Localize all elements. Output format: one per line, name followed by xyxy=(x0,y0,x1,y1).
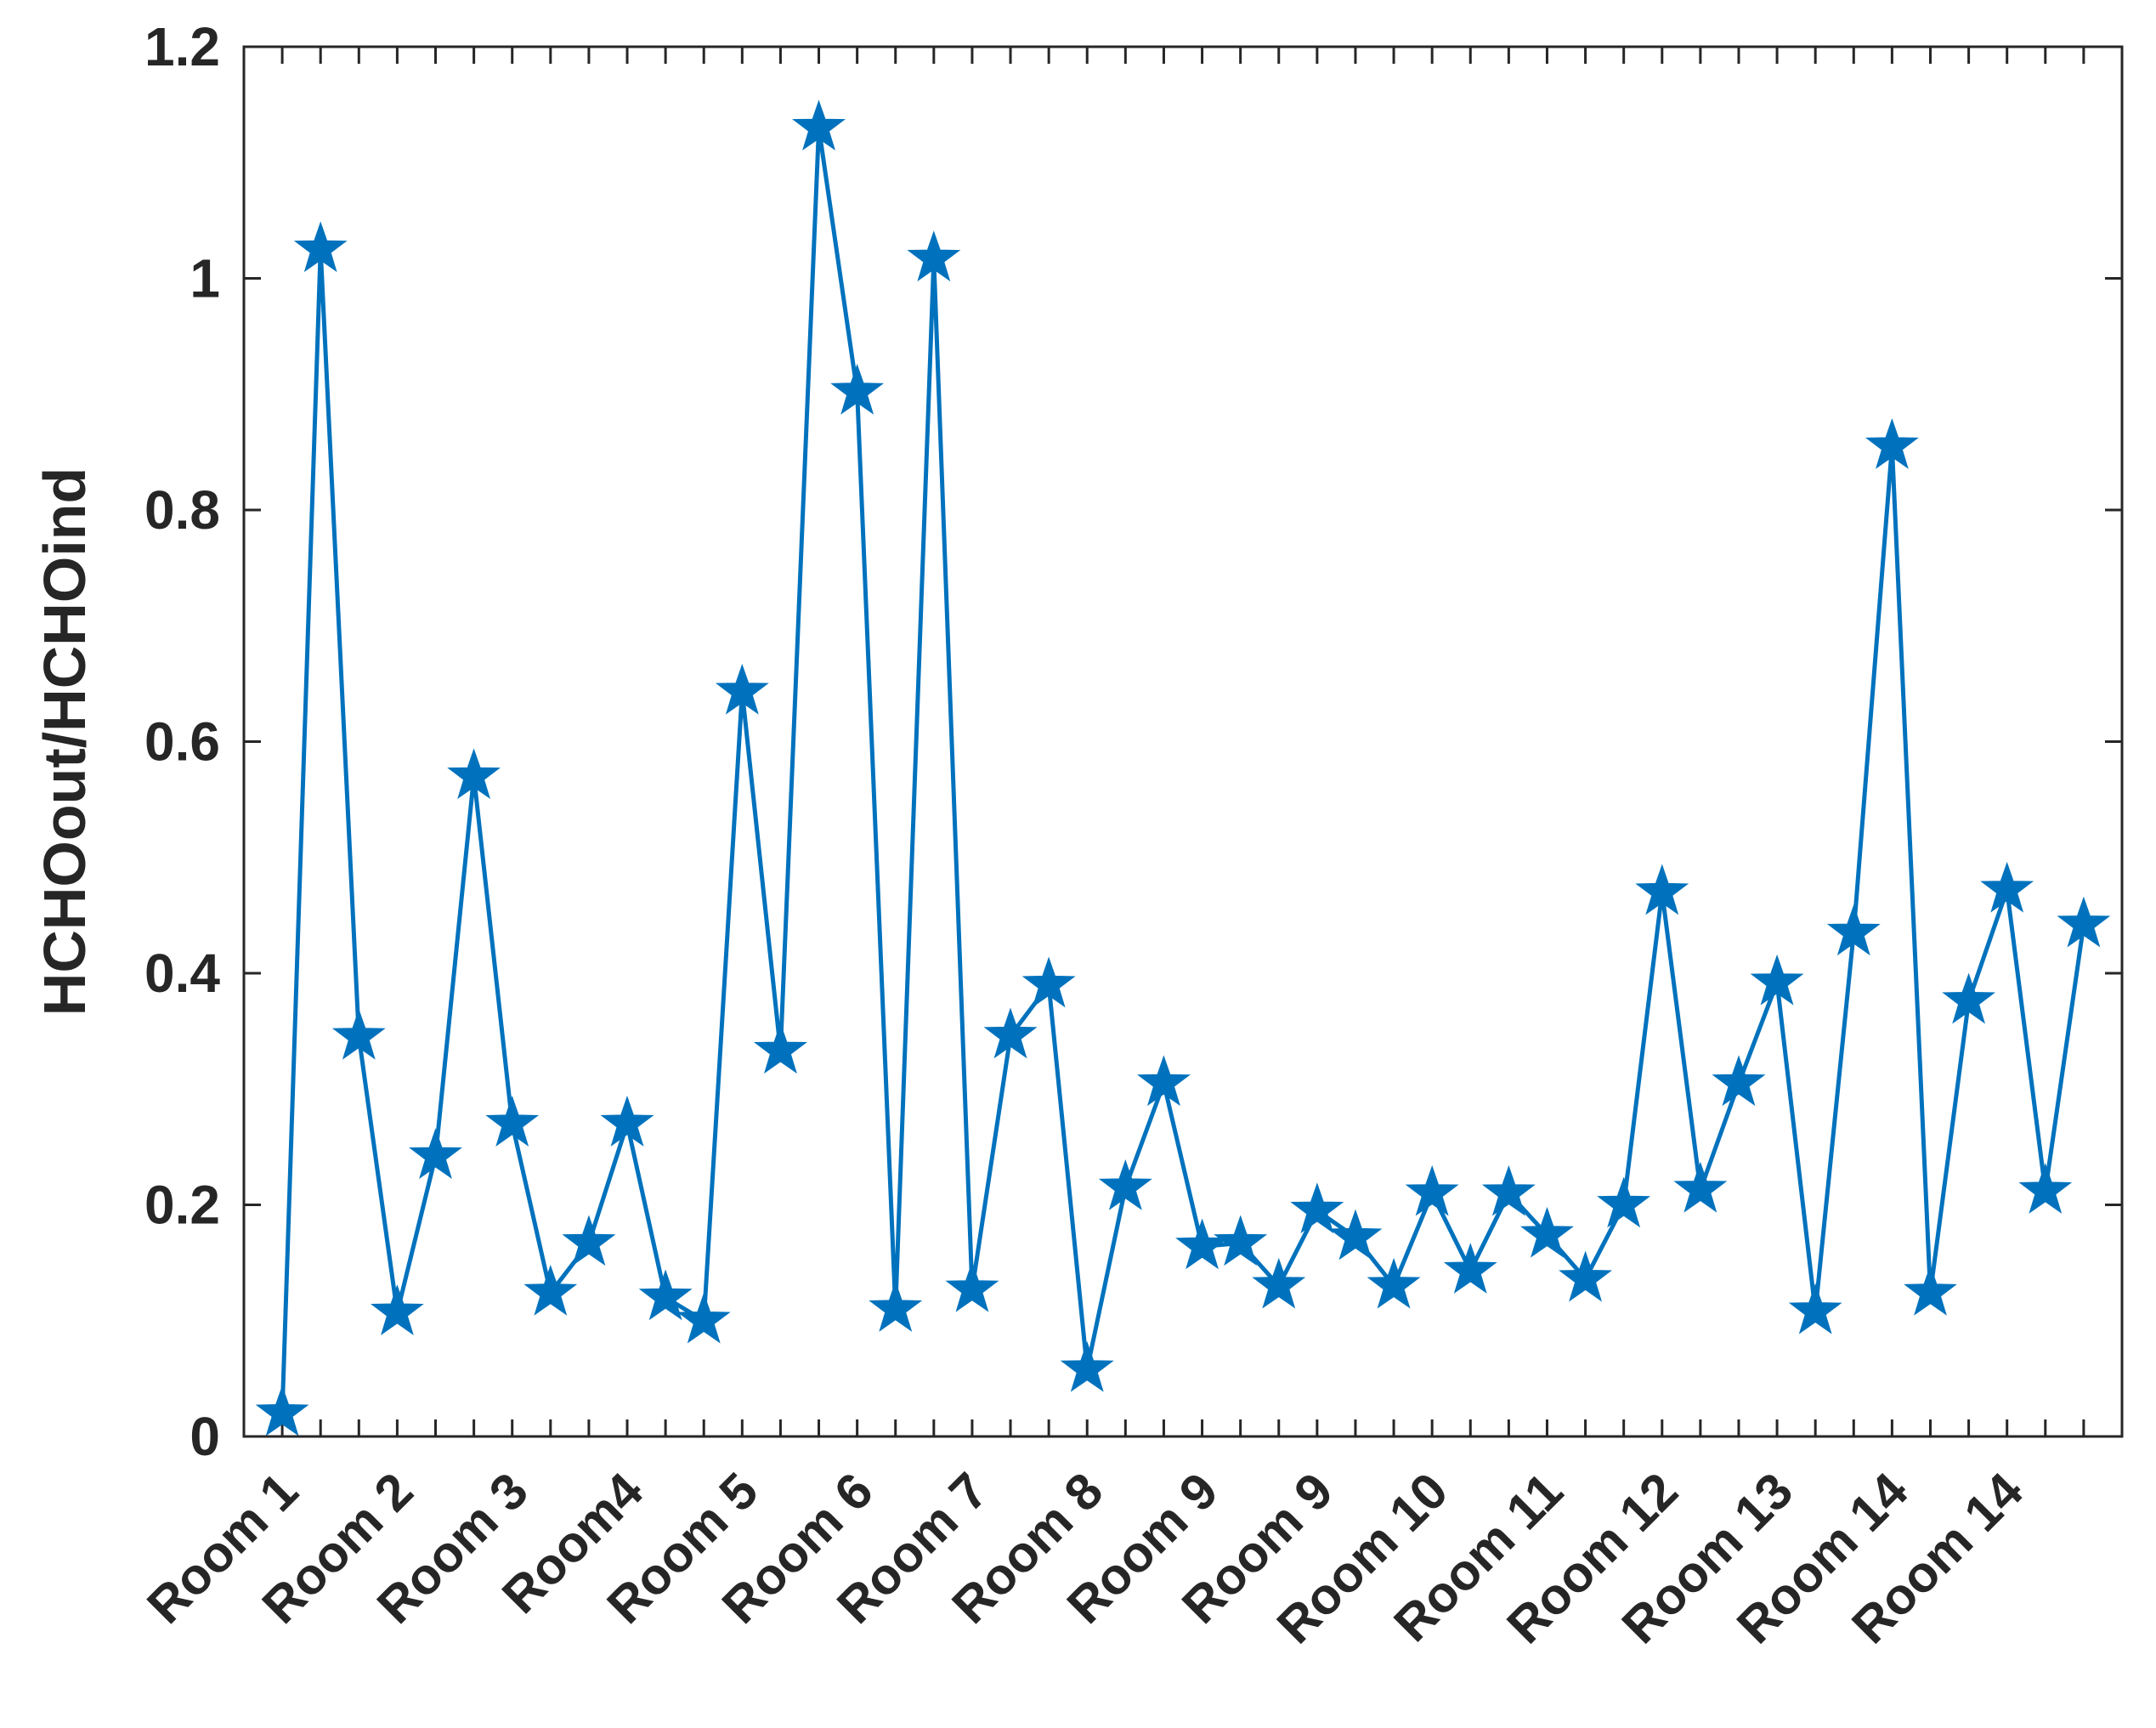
data-point-star xyxy=(983,1007,1038,1059)
data-point-star xyxy=(1519,1206,1574,1258)
data-point-star xyxy=(371,1284,424,1335)
data-point-star xyxy=(754,1023,807,1074)
data-point-star xyxy=(1559,1250,1612,1302)
data-point-star xyxy=(1865,418,1919,469)
data-point-star xyxy=(1673,1161,1728,1213)
data-point-star xyxy=(638,1269,693,1321)
data-point-star xyxy=(1098,1159,1152,1210)
y-tick-label: 0.6 xyxy=(144,711,220,773)
data-point-star xyxy=(2018,1163,2073,1214)
data-point-star xyxy=(1443,1243,1497,1294)
data-point-star xyxy=(869,1281,923,1332)
data-point-star xyxy=(1021,956,1076,1008)
data-point-star xyxy=(1137,1055,1191,1107)
data-point-star xyxy=(562,1215,616,1266)
data-point-star xyxy=(830,363,885,415)
data-point-star xyxy=(676,1292,731,1344)
data-point-star xyxy=(523,1264,578,1316)
y-tick-label: 0.2 xyxy=(144,1175,220,1236)
series-layer xyxy=(255,99,2111,1436)
data-point-star xyxy=(1175,1218,1229,1270)
data-point-star xyxy=(792,99,846,151)
data-point-star xyxy=(907,230,961,282)
data-point-star xyxy=(1750,954,1804,1006)
data-point-star xyxy=(1290,1182,1344,1234)
data-point-star xyxy=(2057,896,2111,948)
y-tick-label: 0.4 xyxy=(144,943,220,1004)
y-axis-label: HCHOout/HCHOind xyxy=(31,467,98,1016)
data-point-star xyxy=(1826,904,1881,956)
data-point-star xyxy=(255,1385,309,1436)
data-point-star xyxy=(1597,1176,1651,1228)
series-line xyxy=(280,125,2086,1414)
data-point-star xyxy=(409,1128,462,1179)
data-point-star xyxy=(1712,1055,1766,1107)
data-point-star xyxy=(485,1096,540,1147)
data-point-star xyxy=(1328,1209,1383,1261)
data-point-star xyxy=(447,748,501,800)
data-point-star xyxy=(331,1008,386,1060)
data-point-star xyxy=(1980,861,2034,913)
data-point-star xyxy=(1635,864,1689,915)
data-point-star xyxy=(1214,1215,1268,1266)
data-point-star xyxy=(1942,972,1995,1024)
y-tick-label: 0 xyxy=(190,1406,220,1467)
data-point-star xyxy=(1060,1340,1114,1392)
plot-frame xyxy=(242,45,2124,1438)
data-point-star xyxy=(600,1096,654,1147)
data-point-star xyxy=(1367,1257,1421,1309)
y-tick-labels: 0 0.2 0.4 0.6 0.8 1 1.2 xyxy=(144,16,220,1467)
y-tick-label: 0.8 xyxy=(144,479,220,541)
data-point-star xyxy=(1405,1164,1459,1216)
data-point-star xyxy=(1788,1283,1842,1334)
data-point-star xyxy=(715,663,769,715)
y-tick-label: 1 xyxy=(190,248,220,309)
tick-marks xyxy=(244,45,2122,1438)
data-point-star xyxy=(1904,1264,1957,1316)
data-point-star xyxy=(1252,1257,1306,1309)
data-point-star xyxy=(945,1261,999,1312)
data-point-star xyxy=(1481,1164,1536,1216)
data-point-star xyxy=(293,221,348,273)
y-tick-label: 1.2 xyxy=(144,16,220,77)
